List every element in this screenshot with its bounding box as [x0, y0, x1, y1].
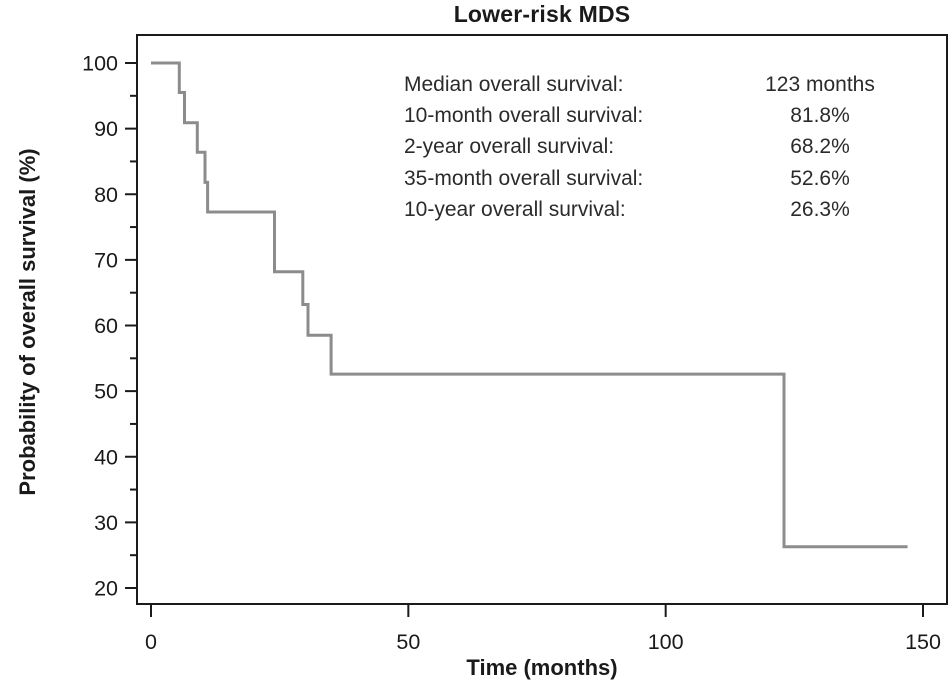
stat-row: Median overall survival: 123 months: [404, 69, 924, 100]
stat-label: Median overall survival:: [404, 73, 624, 96]
stat-label: 35-month overall survival:: [404, 166, 644, 190]
y-axis-title: Probability of overall survival (%): [15, 148, 40, 496]
y-tick-label: 50: [94, 380, 118, 404]
stat-value: 123 months: [765, 73, 875, 96]
stat-row: 10-month overall survival: 81.8%: [404, 100, 924, 131]
y-tick-label: 40: [94, 445, 118, 469]
y-tick-label: 100: [82, 52, 118, 76]
chart-title: Lower-risk MDS: [453, 1, 631, 27]
x-tick-label: 100: [648, 630, 684, 654]
y-tick-label: 70: [94, 248, 118, 272]
x-tick-label: 50: [396, 630, 420, 654]
y-tick-label: 90: [94, 117, 118, 141]
stat-value: 52.6%: [790, 166, 850, 190]
y-tick-label: 30: [94, 511, 118, 535]
y-tick-label: 20: [94, 577, 118, 601]
x-tick-label: 0: [145, 630, 157, 654]
stat-value: 81.8%: [790, 104, 850, 128]
x-axis-title: Time (months): [466, 655, 618, 680]
plot-frame: [136, 34, 948, 605]
x-tick-label: 150: [905, 630, 941, 654]
stat-value: 26.3%: [790, 197, 850, 221]
y-tick-label: 80: [94, 183, 118, 207]
survival-curve: [151, 61, 908, 549]
stats-panel: Median overall survival: 123 months 10-mon…: [404, 69, 924, 225]
stat-label: 10-month overall survival:: [404, 104, 644, 128]
stat-value: 68.2%: [790, 135, 850, 159]
y-tick-label: 60: [94, 314, 118, 338]
stat-row: 2-year overall survival: 68.2%: [404, 131, 924, 162]
stat-label: 10-year overall survival:: [404, 197, 626, 221]
stat-label: 2-year overall survival:: [404, 135, 615, 159]
stat-row: 10-year overall survival: 26.3%: [404, 194, 924, 225]
stat-row: 35-month overall survival: 52.6%: [404, 163, 924, 194]
